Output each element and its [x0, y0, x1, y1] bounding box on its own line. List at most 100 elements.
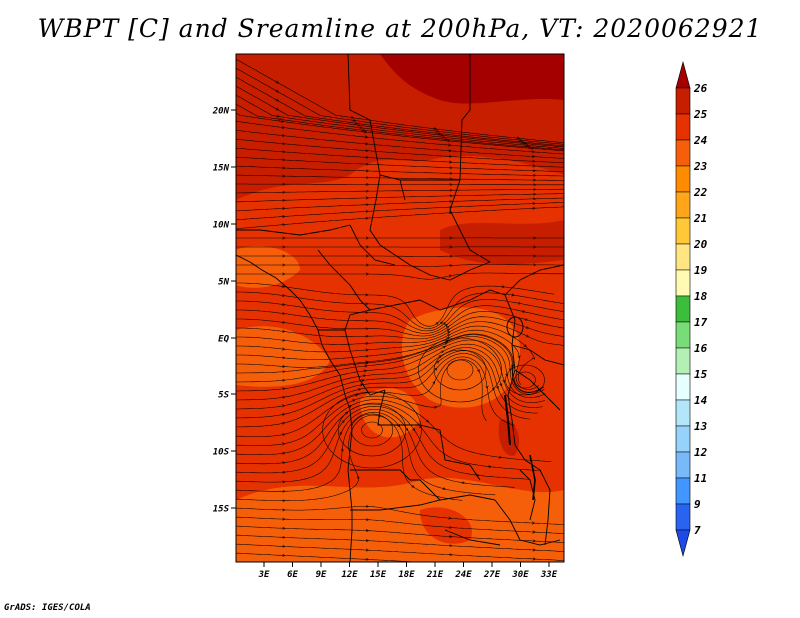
- streamline: [236, 112, 564, 152]
- colorbar-label: 16: [694, 342, 708, 355]
- streamline: [236, 129, 564, 159]
- streamline-arrow: [427, 420, 429, 421]
- streamline: [236, 85, 564, 148]
- streamline: [236, 197, 564, 212]
- streamline-arrow: [526, 336, 528, 337]
- streamline: [236, 120, 564, 155]
- streamline: [236, 543, 564, 561]
- lon-label: 30E: [511, 570, 529, 580]
- streamline: [236, 94, 564, 149]
- streamline-arrow: [413, 429, 414, 431]
- streamline: [236, 402, 542, 471]
- colorbar-label: 19: [694, 264, 708, 277]
- streamline-arrow: [501, 384, 502, 386]
- streamline: [236, 67, 564, 145]
- colorbar-bin: [675, 503, 691, 531]
- streamline: [236, 282, 555, 327]
- streamline-arrow: [276, 91, 278, 92]
- streamlines: [236, 58, 564, 562]
- streamline: [236, 333, 544, 393]
- colorbar-label: 18: [694, 290, 708, 303]
- streamline: [236, 534, 564, 552]
- wbpt-field: [236, 54, 564, 562]
- streamline-arrow: [439, 356, 441, 357]
- streamline-arrow: [412, 486, 414, 487]
- colorbar-label: 14: [694, 394, 708, 407]
- lon-label: 12E: [341, 570, 358, 580]
- lat-label: EQ: [218, 335, 229, 345]
- streamline-arrow: [443, 323, 445, 324]
- streamline-arrow: [276, 82, 278, 83]
- streamline-arrow: [435, 368, 436, 370]
- map-title: WBPT [C] and Sreamline at 200hPa, VT: 20…: [37, 14, 763, 43]
- vortex-ring: [361, 421, 383, 439]
- vortex-ring: [505, 364, 545, 396]
- lon-label: 18E: [398, 570, 415, 580]
- colorbar: 26 25 24 23 22 21 20 19 18 17 16 15 14 13 12 11 9 7: [675, 60, 708, 558]
- map-frame: [235, 53, 565, 563]
- streamline: [236, 409, 515, 488]
- streamline: [236, 339, 546, 398]
- vortex-ring: [337, 403, 407, 457]
- colorbar-label: 11: [694, 472, 707, 485]
- streamline-arrow: [478, 370, 479, 372]
- colorbar-label: 9: [694, 498, 701, 511]
- streamline: [236, 299, 564, 332]
- streamline: [236, 156, 564, 172]
- streamline: [236, 305, 564, 334]
- grads-credit: GrADS: IGES/COLA: [4, 603, 91, 613]
- lat-label: 10N: [213, 221, 230, 231]
- streamline: [236, 359, 487, 446]
- colorbar-label: 7: [694, 524, 701, 537]
- streamline-arrow: [436, 323, 438, 324]
- lat-label: 5S: [218, 391, 229, 401]
- streamline: [236, 103, 564, 151]
- lat-label: 20N: [212, 107, 230, 117]
- streamline-arrow: [524, 345, 526, 346]
- colorbar-label: 26: [693, 82, 708, 95]
- streamline-arrow: [441, 351, 443, 352]
- colorbar-bin: [675, 87, 691, 115]
- vortex-ring: [446, 359, 474, 381]
- colorbar-bin: [675, 217, 691, 245]
- streamline: [236, 356, 516, 437]
- colorbar-bin: [675, 373, 691, 401]
- lon-label: 6E: [287, 570, 298, 580]
- colorbar-bin: [675, 191, 691, 219]
- lat-label: 15S: [213, 505, 230, 515]
- colorbar-label: 20: [693, 238, 708, 251]
- colorbar-bin: [675, 529, 691, 558]
- streamline: [236, 193, 564, 203]
- streamline: [236, 188, 564, 194]
- streamline: [236, 336, 545, 395]
- streamline: [236, 412, 496, 496]
- latitude-labels: 20N 15N 10N 5N EQ 5S 10S 15S: [212, 107, 236, 515]
- lon-label: 3E: [258, 570, 270, 580]
- streamline: [236, 165, 564, 177]
- colorbar-label: 15: [694, 368, 708, 381]
- streamline: [236, 206, 564, 230]
- streamline: [236, 147, 564, 168]
- streamline-arrow: [448, 332, 450, 333]
- lat-label: 5N: [218, 278, 229, 288]
- colorbar-bin: [675, 321, 691, 349]
- streamline: [236, 174, 564, 181]
- streamline: [236, 138, 564, 164]
- colorbar-label: 21: [693, 212, 707, 225]
- colorbar-label: 24: [693, 134, 708, 147]
- colorbar-bin: [675, 139, 691, 167]
- colorbar-bin: [675, 347, 691, 375]
- streamline: [236, 329, 539, 390]
- streamline-arrow: [443, 347, 445, 348]
- lon-label: 33E: [540, 570, 558, 580]
- lon-label: 27E: [483, 570, 501, 580]
- streamline-arrow: [443, 489, 445, 490]
- longitude-labels: 3E 6E 9E 12E 15E 18E 21E 24E 27E 30E 33E: [258, 562, 558, 580]
- lon-label: 9E: [316, 570, 327, 580]
- streamline-arrow: [526, 327, 528, 328]
- vortex-ring: [514, 371, 536, 389]
- streamline-arrow: [445, 324, 447, 325]
- streamline: [236, 316, 564, 340]
- streamline: [236, 399, 552, 462]
